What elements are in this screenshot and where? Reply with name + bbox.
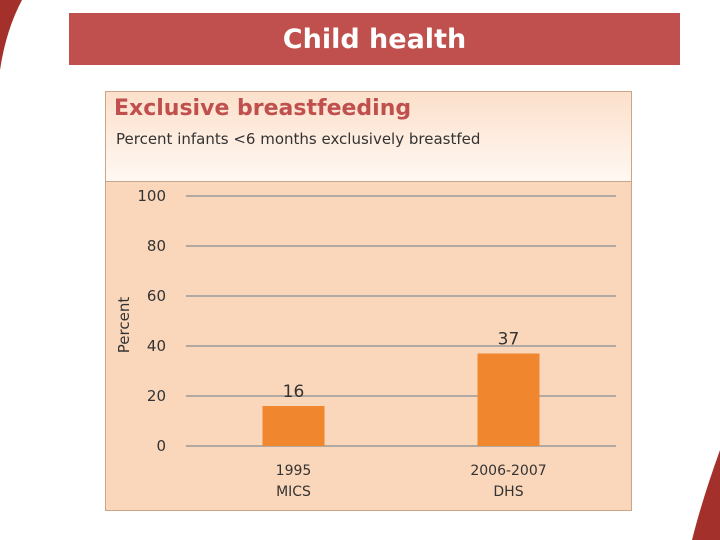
y-tick-label: 0 [156,437,166,455]
data-label: 37 [498,330,520,350]
chart-subtitle: Percent infants <6 months exclusively br… [116,130,481,148]
x-tick-label: 2006-2007 [470,463,546,479]
slide-title: Child health [282,23,467,55]
y-tick-label: 60 [147,287,166,305]
x-tick-label: DHS [493,484,523,500]
slide-corner-bottom-right [692,450,720,540]
y-tick-label: 100 [137,187,166,205]
chart-header: Exclusive breastfeeding Percent infants … [106,92,631,182]
y-tick-label: 80 [147,237,166,255]
x-tick-label: MICS [276,484,311,500]
y-axis-label: Percent [115,297,133,354]
bar-chart: 0 20 40 60 80 100 Percent 16 1995 MICS 37 2006-2007… [115,187,616,500]
slide-corner-top-left [0,0,22,70]
bar [477,353,540,446]
chart-panel: Exclusive breastfeeding Percent infants … [105,91,632,511]
bar [262,406,325,446]
y-tick-label: 40 [147,337,166,355]
slide-title-bar: Child health [69,13,680,65]
y-tick-label: 20 [147,387,166,405]
x-tick-label: 1995 [276,463,312,479]
data-label: 16 [283,382,305,402]
chart-title: Exclusive breastfeeding [114,96,412,121]
